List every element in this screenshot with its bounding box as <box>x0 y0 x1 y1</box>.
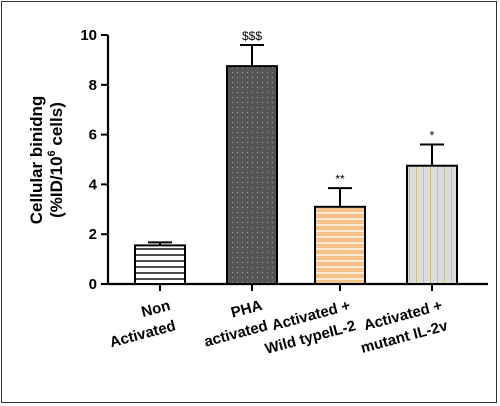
y-axis-label-suffix: cells) <box>47 102 66 150</box>
y-tick-label: 10 <box>80 27 97 44</box>
x-tick-label-line: activated <box>202 317 269 350</box>
y-axis-label: Cellular binidng (%ID/106 cells) <box>27 96 66 224</box>
significance-label: $$$ <box>242 29 262 43</box>
bars: $$$*** <box>134 29 458 286</box>
y-tick-label: 6 <box>89 127 97 144</box>
y-tick-label: 8 <box>89 77 97 94</box>
y-axis-label-line1: Cellular binidng <box>27 96 46 224</box>
axes: 0 2 4 6 8 10 <box>80 27 488 293</box>
y-tick-label: 4 <box>89 176 98 193</box>
y-tick-label: 2 <box>89 226 97 243</box>
bar <box>134 244 186 285</box>
significance-label: * <box>430 129 435 143</box>
x-tick-label: Activated +mutant IL-2v <box>359 297 450 357</box>
bar <box>314 205 366 285</box>
y-axis-label-line2: (%ID/106 cells) <box>46 102 66 218</box>
x-tick-label: Activated +Wild typeIL-2 <box>263 297 357 358</box>
x-tick-label-line: Non <box>140 297 173 321</box>
bar <box>406 164 458 286</box>
bar <box>226 65 278 285</box>
y-axis-label-prefix: (%ID/10 <box>47 156 66 217</box>
significance-label: ** <box>335 172 345 186</box>
y-tick-label: 0 <box>89 276 97 293</box>
x-tick-label-line: Activated <box>108 317 178 351</box>
y-axis-label-superscript: 6 <box>46 150 58 156</box>
